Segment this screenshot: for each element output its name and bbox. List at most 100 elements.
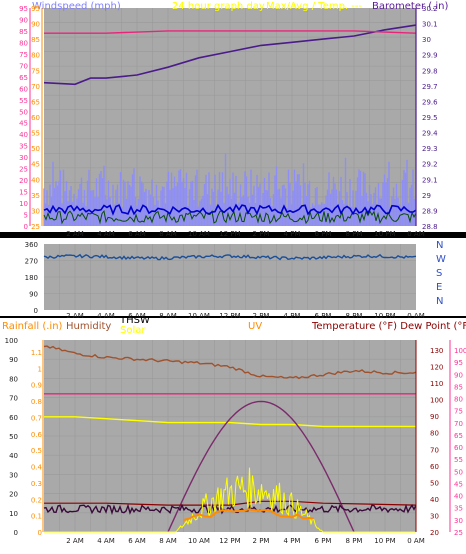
- direction-tick: 180: [25, 274, 38, 282]
- thsw-tick: 50: [430, 479, 439, 487]
- temp-axis-tick: 35: [31, 192, 40, 200]
- temperature-tick: 70: [454, 420, 463, 428]
- barometer-tick: 29.6: [422, 98, 438, 106]
- uv-index-line: [183, 508, 314, 521]
- bottom-x-tick: 6 PM: [315, 537, 332, 545]
- rainfall-tick: 0.6: [31, 431, 43, 439]
- temp-axis-tick: 50: [31, 145, 40, 153]
- bottom-x-tick: 12 PM: [219, 537, 240, 545]
- solar-label: Solar: [120, 325, 146, 336]
- temperature-tick: 55: [454, 456, 463, 464]
- mid-x-tick: 2 PM: [253, 312, 270, 320]
- humidity-tick: 30: [9, 471, 18, 479]
- humidity-tick: 50: [9, 433, 18, 441]
- top-x-tick: 6 PM: [315, 230, 332, 238]
- top-x-tick: 10 AM: [188, 230, 210, 238]
- mid-x-tick: 8 PM: [346, 312, 363, 320]
- top-lines: [43, 24, 417, 86]
- compass-label: W: [436, 254, 446, 265]
- humidity-tick: 40: [9, 452, 18, 460]
- windspeed-tick: 50: [19, 108, 28, 116]
- barometer-tick: 28.9: [422, 207, 438, 215]
- temperature-tick: 30: [454, 517, 463, 525]
- uv-line: [167, 400, 355, 533]
- windspeed-tick: 5: [24, 212, 28, 220]
- graph-title: 24 hour graph day: [172, 1, 265, 12]
- windspeed-avg-line: [43, 209, 417, 225]
- temp-axis-tick: 90: [31, 21, 40, 29]
- mid-x-tick: 6 AM: [128, 312, 146, 320]
- windspeed-label: Windspeed (mph): [32, 1, 121, 12]
- humidity-tick: 90: [9, 356, 18, 364]
- uv-label: UV: [248, 321, 262, 332]
- thsw-tick: 120: [430, 364, 443, 372]
- windspeed-tick: 95: [19, 5, 28, 13]
- thsw-tick: 130: [430, 347, 443, 355]
- temperature-tick: 80: [454, 396, 463, 404]
- temp-axis-tick: 80: [31, 52, 40, 60]
- windspeed-series: [43, 153, 417, 226]
- barometer-tick: 29: [422, 192, 431, 200]
- rainfall-tick: 1: [38, 365, 42, 373]
- top-x-tick: 8 PM: [346, 230, 363, 238]
- bottom-x-tick: 2 PM: [253, 537, 270, 545]
- top-x-tick: 0 AM: [407, 230, 425, 238]
- compass-label: N: [436, 240, 443, 251]
- thsw-tick: 90: [430, 413, 439, 421]
- windspeed-tick: 65: [19, 74, 28, 82]
- bottom-x-axis: 2 AM 4 AM 6 AM 8 AM 10 AM 12 PM 2 PM 4 PM 6 PM 8 …: [66, 537, 425, 545]
- bottom-series: [43, 345, 417, 533]
- barometer-tick: 30.2: [422, 5, 438, 13]
- compass-label: S: [436, 268, 442, 279]
- windspeed-tick: 70: [19, 62, 28, 70]
- top-x-axis: 2 AM 4 AM 6 AM 8 AM 10 AM 12 PM 2 PM 4 PM 6 PM 8 …: [66, 230, 425, 238]
- thsw-tick: 80: [430, 430, 439, 438]
- humidity-line: [43, 345, 417, 380]
- temperature-tick: 25: [454, 529, 463, 537]
- temp-legend-label: Max/Avg / Temp. ---: [266, 1, 363, 12]
- barometer-tick: 29.5: [422, 114, 438, 122]
- thsw-tick: 60: [430, 463, 439, 471]
- humidity-tick: 100: [5, 337, 18, 345]
- bottom-x-tick: 0 AM: [407, 537, 425, 545]
- top-x-tick: 2 PM: [253, 230, 270, 238]
- thsw-tick: 70: [430, 446, 439, 454]
- bottom-x-tick: 4 AM: [97, 537, 115, 545]
- top-x-tick: 4 PM: [284, 230, 301, 238]
- mid-x-tick: 2 AM: [66, 312, 84, 320]
- rainfall-tick: 0.8: [31, 398, 42, 406]
- windspeed-tick: 40: [19, 131, 28, 139]
- barometer-line: [43, 24, 417, 86]
- bottom-x-tick: 8 AM: [159, 537, 177, 545]
- windspeed-line: [43, 203, 417, 216]
- humidity-label: Humidity: [66, 321, 111, 332]
- temperature-tick: 90: [454, 371, 463, 379]
- direction-tick: 90: [29, 291, 38, 299]
- windspeed-tick: 85: [19, 28, 28, 36]
- bottom-x-tick: 10 PM: [374, 537, 395, 545]
- thsw-label: THSW: [119, 315, 150, 326]
- temp-axis-tick: 85: [31, 36, 40, 44]
- barometer-tick: 29.1: [422, 176, 438, 184]
- thsw-axis: 130 120 110 100 90 80 70 60 50 40 30 20: [415, 340, 443, 537]
- top-x-tick: 10 PM: [374, 230, 395, 238]
- temp-line: [44, 30, 417, 34]
- top-x-tick: 4 AM: [97, 230, 115, 238]
- mid-x-tick: 6 PM: [315, 312, 332, 320]
- thsw-tick: 100: [430, 397, 443, 405]
- mid-x-tick: 4 AM: [97, 312, 115, 320]
- direction-axis: 360 270 180 90 0: [25, 241, 38, 315]
- wind-direction-series: [43, 253, 417, 261]
- barometer-tick: 29.2: [422, 161, 438, 169]
- barometer-tick: 29.8: [422, 67, 438, 75]
- windspeed-axis: 0 5 10 15 20 25 30 35 40 45 50 55 60 65 70 75 80 85 90 95: [19, 5, 31, 231]
- windspeed-tick: 35: [19, 143, 28, 151]
- thsw-tick: 110: [430, 380, 443, 388]
- windspeed-tick: 25: [19, 166, 28, 174]
- temp-axis-top: 25 30 35 40 45 50 55 60 65 70 75 80 85 90 95: [31, 5, 43, 231]
- barometer-tick: 29.7: [422, 83, 438, 91]
- thsw-line: [44, 416, 416, 428]
- temperature-tick: 40: [454, 493, 463, 501]
